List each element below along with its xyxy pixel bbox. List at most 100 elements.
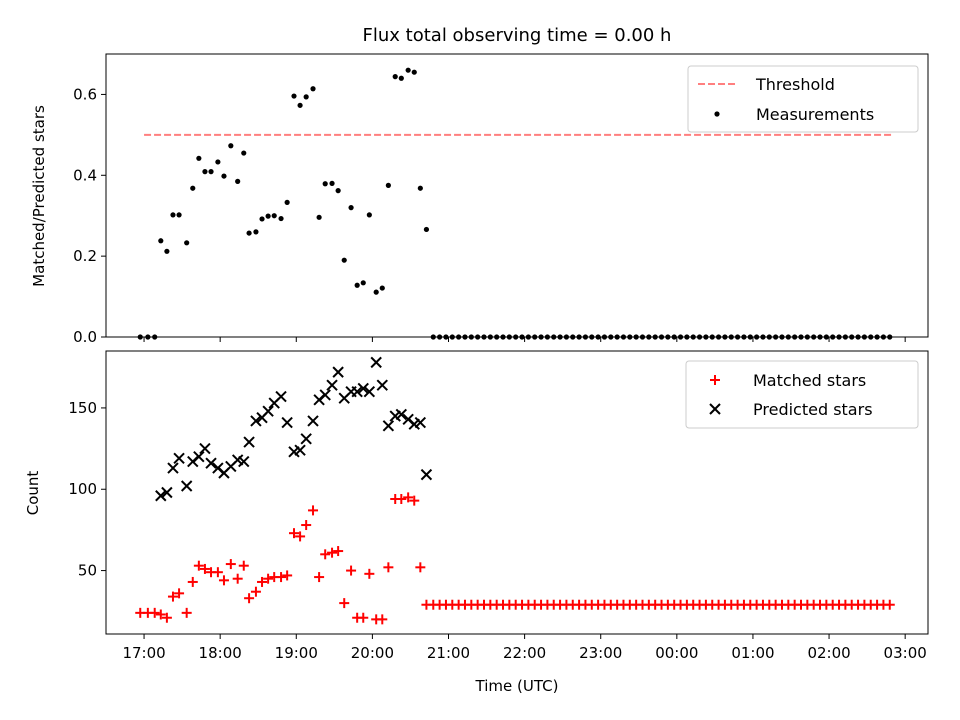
measurement-point bbox=[557, 334, 563, 340]
legend-predicted-label: Predicted stars bbox=[753, 400, 873, 419]
x-tick-label: 20:00 bbox=[351, 644, 394, 662]
x-tick-label: 17:00 bbox=[122, 644, 165, 662]
count-x-ticks: 17:00 18:00 19:00 20:00 21:00 22:00 23:00 00:00… bbox=[122, 634, 927, 662]
measurement-point bbox=[379, 285, 385, 291]
ratio-y-axis-label: Matched/Predicted stars bbox=[30, 105, 48, 287]
predicted-star-point bbox=[382, 420, 395, 432]
measurement-point bbox=[741, 334, 747, 340]
measurement-point bbox=[614, 334, 620, 340]
ratio-legend: Threshold Measurements bbox=[687, 65, 919, 133]
measurement-point bbox=[773, 334, 779, 340]
measurement-point bbox=[475, 334, 481, 340]
measurement-point bbox=[443, 334, 449, 340]
measurement-point bbox=[709, 334, 715, 340]
measurement-point bbox=[544, 334, 550, 340]
predicted-star-point bbox=[161, 486, 173, 499]
predicted-star-point bbox=[332, 366, 344, 378]
predicted-star-point bbox=[294, 444, 306, 456]
measurement-point bbox=[823, 334, 829, 340]
measurement-point bbox=[627, 334, 633, 340]
measurement-point bbox=[830, 334, 836, 340]
predicted-star-point bbox=[414, 416, 427, 429]
matched-star-point bbox=[244, 593, 255, 604]
predicted-star-point bbox=[155, 490, 167, 502]
matched-star-point bbox=[403, 492, 414, 503]
measurement-point bbox=[241, 150, 247, 156]
measurement-point bbox=[703, 334, 709, 340]
matched-star-point bbox=[320, 549, 331, 560]
measurement-point bbox=[360, 280, 366, 286]
measurement-point bbox=[297, 102, 303, 108]
measurement-point bbox=[690, 334, 696, 340]
measurement-point bbox=[385, 182, 391, 188]
x-axis-label: Time (UTC) bbox=[475, 677, 559, 695]
matched-star-point bbox=[167, 591, 178, 602]
measurement-point bbox=[658, 334, 665, 340]
matched-star-point bbox=[282, 570, 293, 581]
measurement-point bbox=[190, 185, 196, 191]
measurement-point bbox=[310, 86, 316, 92]
measurement-point bbox=[747, 334, 753, 340]
measurement-point bbox=[766, 334, 772, 340]
predicted-star-point bbox=[357, 382, 369, 395]
measurement-point bbox=[158, 238, 164, 244]
measurement-point bbox=[519, 334, 525, 340]
x-tick-label: 22:00 bbox=[503, 644, 546, 662]
measurement-point bbox=[887, 334, 893, 340]
matched-star-point bbox=[396, 494, 407, 505]
x-tick-label: 18:00 bbox=[199, 644, 242, 662]
matched-star-point bbox=[346, 565, 357, 576]
measurement-point bbox=[513, 334, 519, 340]
measurement-point bbox=[335, 188, 341, 194]
measurement-point bbox=[373, 289, 379, 295]
matched-star-point bbox=[193, 560, 204, 571]
matched-star-point bbox=[409, 495, 420, 506]
matched-star-point bbox=[884, 599, 895, 610]
legend-predicted-swatch bbox=[709, 403, 721, 415]
y-tick-label: 50 bbox=[78, 562, 97, 580]
measurement-point bbox=[329, 180, 335, 186]
measurement-point bbox=[842, 334, 848, 340]
measurement-point bbox=[348, 205, 354, 211]
measurement-point bbox=[754, 334, 760, 340]
predicted-star-point bbox=[307, 415, 319, 427]
measurement-point bbox=[481, 334, 487, 340]
x-tick-label: 03:00 bbox=[884, 644, 927, 662]
measurement-point bbox=[785, 334, 791, 340]
count-plot-frame bbox=[105, 350, 929, 635]
matched-star-point bbox=[250, 586, 261, 597]
measurement-point bbox=[538, 334, 544, 340]
chart-title: Flux total observing time = 0.00 h bbox=[363, 25, 672, 46]
measurement-point bbox=[595, 334, 601, 340]
matched-star-point bbox=[333, 546, 344, 557]
measurement-point bbox=[735, 334, 741, 340]
measurement-point bbox=[303, 94, 309, 100]
predicted-star-point bbox=[193, 451, 205, 463]
measurement-point bbox=[646, 334, 652, 340]
x-tick-label: 21:00 bbox=[427, 644, 470, 662]
matched-star-point bbox=[308, 505, 319, 516]
measurement-point bbox=[354, 282, 360, 288]
y-tick-label: 150 bbox=[68, 399, 97, 417]
measurement-point bbox=[506, 334, 512, 340]
predicted-star-point bbox=[363, 385, 376, 398]
measurement-point bbox=[715, 334, 722, 340]
measurement-point bbox=[849, 334, 855, 340]
matched-star-point bbox=[263, 573, 274, 584]
matched-star-point bbox=[225, 559, 236, 570]
matched-star-point bbox=[174, 588, 185, 599]
measurement-point bbox=[164, 248, 170, 254]
measurement-point bbox=[570, 334, 576, 340]
predicted-star-point bbox=[370, 356, 382, 369]
measurement-point bbox=[589, 334, 595, 340]
measurement-point bbox=[792, 334, 798, 340]
measurement-point bbox=[798, 334, 804, 340]
matched-star-point bbox=[238, 560, 249, 571]
predicted-star-point bbox=[199, 442, 211, 455]
measurement-point bbox=[235, 178, 241, 184]
predicted-star-point bbox=[319, 389, 331, 401]
x-tick-label: 23:00 bbox=[579, 644, 622, 662]
predicted-star-point bbox=[395, 408, 408, 421]
measurement-point bbox=[366, 212, 372, 218]
measurement-point bbox=[868, 334, 874, 340]
